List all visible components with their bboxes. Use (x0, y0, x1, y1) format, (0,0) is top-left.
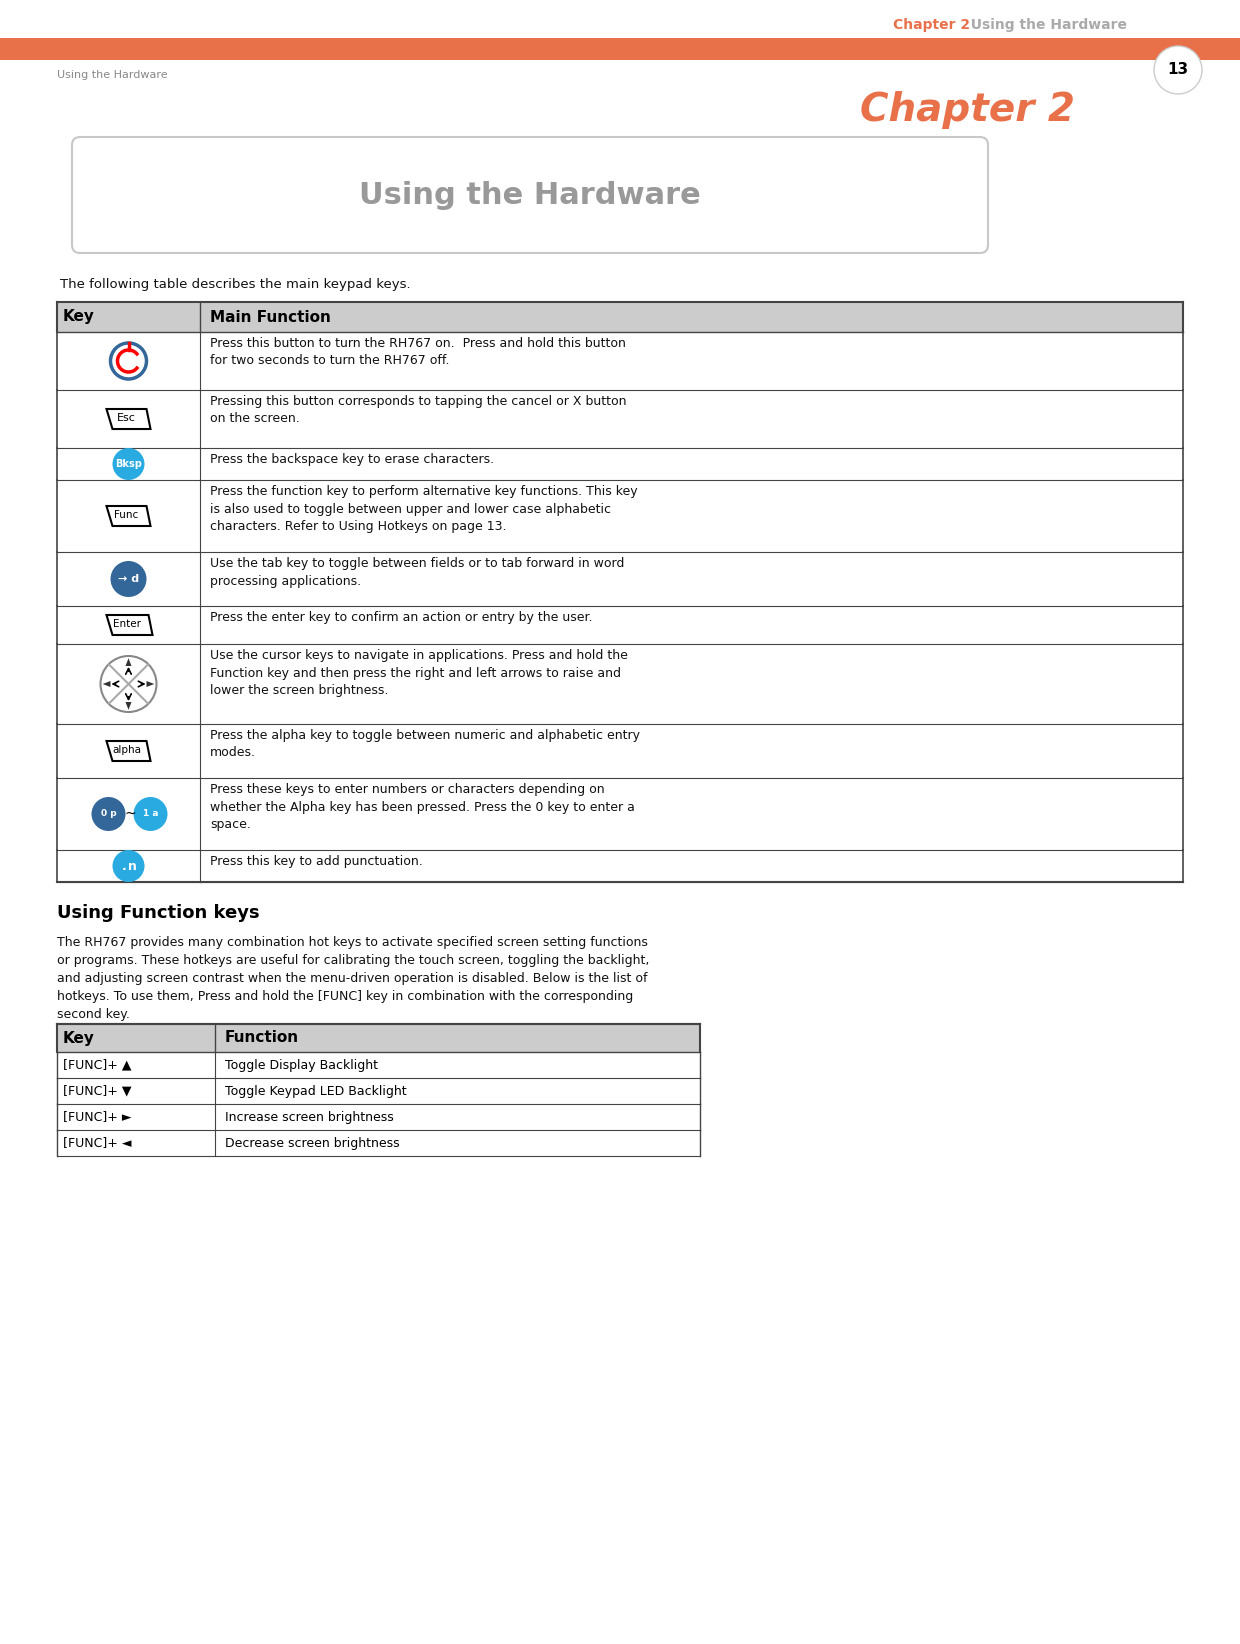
Text: 1 a: 1 a (143, 809, 159, 819)
Text: Key: Key (63, 309, 95, 324)
Text: Use the cursor keys to navigate in applications. Press and hold the
Function key: Use the cursor keys to navigate in appli… (210, 649, 627, 697)
Bar (57, 480, 1183, 552)
Text: Toggle Keypad LED Backlight: Toggle Keypad LED Backlight (224, 1085, 407, 1098)
Polygon shape (125, 702, 131, 710)
Circle shape (110, 561, 146, 597)
Bar (57, 302, 1183, 332)
Circle shape (1154, 46, 1202, 94)
Bar (57, 1105, 701, 1129)
Polygon shape (107, 615, 153, 635)
Text: Press the alpha key to toggle between numeric and alphabetic entry
modes.: Press the alpha key to toggle between nu… (210, 728, 640, 760)
Bar (57, 644, 1183, 723)
Text: Press the function key to perform alternative key functions. This key
is also us: Press the function key to perform altern… (210, 485, 637, 533)
Bar (57, 1052, 701, 1078)
Text: Bksp: Bksp (115, 459, 141, 469)
Polygon shape (107, 506, 150, 526)
Circle shape (100, 656, 156, 712)
Text: Press the enter key to confirm an action or entry by the user.: Press the enter key to confirm an action… (210, 612, 593, 625)
Text: 0 p: 0 p (100, 809, 117, 819)
FancyBboxPatch shape (72, 136, 988, 253)
Bar (57, 1024, 701, 1052)
Polygon shape (103, 681, 110, 687)
Circle shape (110, 344, 146, 380)
Text: [FUNC]+ ►: [FUNC]+ ► (63, 1110, 131, 1123)
Bar (57, 723, 1183, 778)
Text: n: n (128, 860, 136, 873)
Bar (57, 1129, 701, 1156)
Text: Using the Hardware: Using the Hardware (360, 181, 701, 209)
Text: Decrease screen brightness: Decrease screen brightness (224, 1136, 399, 1149)
Text: Function: Function (224, 1031, 299, 1046)
Text: Main Function: Main Function (210, 309, 331, 324)
Text: Chapter 2: Chapter 2 (893, 18, 970, 31)
Text: Pressing this button corresponds to tapping the cancel or X button
on the screen: Pressing this button corresponds to tapp… (210, 395, 626, 426)
Text: Enter: Enter (114, 620, 141, 630)
Text: .: . (122, 860, 126, 873)
Polygon shape (125, 658, 131, 666)
Bar (57, 850, 1183, 881)
Bar (57, 449, 1183, 480)
Text: Key: Key (63, 1031, 95, 1046)
Text: → d: → d (118, 574, 139, 584)
Text: Chapter 2: Chapter 2 (859, 90, 1075, 128)
Text: ~: ~ (125, 807, 136, 820)
Text: 13: 13 (1167, 62, 1189, 77)
Circle shape (113, 449, 145, 480)
Text: The following table describes the main keypad keys.: The following table describes the main k… (60, 278, 410, 291)
Bar (0, 44, 1240, 59)
Bar (57, 332, 1183, 390)
Polygon shape (146, 681, 154, 687)
Text: [FUNC]+ ▼: [FUNC]+ ▼ (63, 1085, 131, 1098)
Bar (57, 607, 1183, 644)
Bar (57, 1078, 701, 1105)
Bar (57, 778, 1183, 850)
Text: Press these keys to enter numbers or characters depending on
whether the Alpha k: Press these keys to enter numbers or cha… (210, 783, 635, 830)
Text: Using the Hardware: Using the Hardware (57, 71, 167, 81)
Circle shape (134, 797, 167, 830)
Bar (0, 38, 1240, 59)
Circle shape (92, 797, 125, 830)
Text: alpha: alpha (112, 745, 141, 755)
Polygon shape (107, 409, 150, 429)
Text: Press the backspace key to erase characters.: Press the backspace key to erase charact… (210, 454, 494, 465)
Text: [FUNC]+ ◄: [FUNC]+ ◄ (63, 1136, 131, 1149)
Text: Using the Hardware: Using the Hardware (961, 18, 1127, 31)
Text: Esc: Esc (117, 413, 136, 423)
Text: Using Function keys: Using Function keys (57, 904, 259, 922)
Text: Press this button to turn the RH767 on.  Press and hold this button
for two seco: Press this button to turn the RH767 on. … (210, 337, 626, 368)
Bar (57, 552, 1183, 607)
Text: Use the tab key to toggle between fields or to tab forward in word
processing ap: Use the tab key to toggle between fields… (210, 557, 625, 587)
Circle shape (113, 850, 145, 881)
Text: Increase screen brightness: Increase screen brightness (224, 1110, 394, 1123)
Polygon shape (107, 741, 150, 761)
Text: The RH767 provides many combination hot keys to activate specified screen settin: The RH767 provides many combination hot … (57, 935, 650, 1021)
Text: [FUNC]+ ▲: [FUNC]+ ▲ (63, 1059, 131, 1072)
Text: Func: Func (114, 510, 139, 520)
Text: Toggle Display Backlight: Toggle Display Backlight (224, 1059, 378, 1072)
Text: Press this key to add punctuation.: Press this key to add punctuation. (210, 855, 423, 868)
Bar (57, 390, 1183, 449)
